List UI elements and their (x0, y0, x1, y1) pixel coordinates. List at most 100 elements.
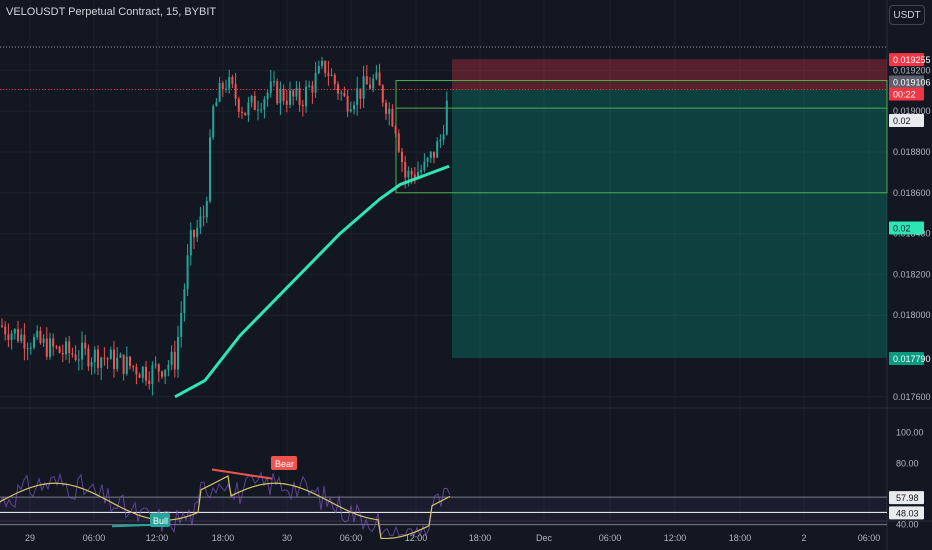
candle-body (122, 354, 125, 374)
candle-body (314, 73, 317, 93)
candle-body (106, 358, 109, 360)
price-tick-label: 0.017600 (893, 392, 931, 402)
candle-body (161, 371, 163, 377)
time-tick-label: 12:00 (146, 533, 169, 543)
candle-body (81, 342, 83, 360)
rsi-tick-label: 100.00 (896, 428, 924, 438)
target-zone (452, 89, 887, 359)
candle-body (36, 330, 39, 338)
bull-label: Bull (153, 516, 168, 526)
candle-body (228, 77, 231, 89)
candle-body (132, 365, 135, 368)
candle-body (359, 88, 362, 99)
price-tick-label: 0.018000 (893, 310, 931, 320)
candle-body (417, 172, 419, 179)
price-tick-label: 0.019000 (893, 106, 931, 116)
rsi-tick-label: 40.00 (896, 520, 919, 530)
candle-body (292, 90, 295, 97)
candle-body (426, 158, 429, 162)
price-tick-label: 0.018600 (893, 188, 931, 198)
price-label-bg (889, 75, 924, 89)
candle-body (177, 336, 179, 370)
candle-body (49, 338, 51, 357)
candle-body (58, 346, 61, 353)
candle-body (71, 352, 74, 355)
candle-body (119, 354, 122, 358)
candle-body (1, 325, 3, 327)
candle-body (237, 98, 240, 112)
price-label: 0.019106 (893, 78, 931, 88)
candle-body (138, 374, 141, 378)
candle-body (42, 338, 45, 343)
currency-button[interactable]: USDT (889, 5, 925, 25)
candle-body (26, 347, 29, 349)
candle-body (199, 216, 202, 228)
candle-body (279, 88, 282, 104)
price-label: 0.02 (893, 223, 911, 233)
candle-body (113, 349, 115, 370)
candle-body (61, 352, 64, 355)
candle-body (353, 104, 355, 110)
bear-divergence-line (211, 468, 273, 480)
candle-body (205, 201, 208, 218)
candle-body (209, 137, 211, 202)
price-label-bg (889, 352, 924, 366)
candle-body (260, 109, 263, 111)
candle-body (45, 338, 48, 357)
candle-body (74, 354, 77, 360)
candle-body (157, 364, 160, 372)
time-tick-label: 06:00 (858, 533, 881, 543)
candle-body (68, 341, 71, 353)
price-label: 0.017790 (893, 354, 931, 364)
candle-body (263, 99, 266, 110)
price-tick-label: 0.019200 (893, 65, 931, 75)
time-tick-label: 12:00 (405, 533, 428, 543)
bear-tag-bg (271, 456, 297, 470)
candle-body (321, 60, 323, 66)
candle-body (330, 74, 333, 76)
candle-body (180, 313, 183, 337)
candle-body (116, 357, 119, 370)
candle-body (317, 65, 320, 74)
candle-body (356, 88, 359, 105)
candle-body (225, 88, 227, 90)
rsi-label-bg (889, 506, 924, 520)
time-tick-label: Dec (536, 533, 553, 543)
candle-body (145, 366, 147, 381)
candle-body (148, 380, 151, 385)
candle-body (308, 85, 311, 87)
candle-body (218, 83, 221, 102)
candle-body (241, 111, 243, 113)
price-label-bg (889, 53, 924, 67)
candle-body (164, 369, 167, 377)
candle-body (129, 356, 131, 366)
candle-body (215, 101, 218, 107)
candle-body (340, 92, 343, 94)
stop-zone (452, 59, 887, 90)
candle-body (4, 326, 7, 335)
candle-body (391, 108, 394, 127)
rsi-label: 48.03 (896, 508, 919, 518)
candle-body (349, 109, 352, 112)
candle-body (365, 76, 368, 85)
candle-body (394, 126, 397, 134)
candle-body (346, 95, 349, 112)
candle-body (324, 60, 327, 73)
candle-body (404, 162, 407, 178)
candle-body (410, 170, 413, 175)
rsi-band-fill (0, 497, 887, 525)
price-label-bg (889, 87, 924, 101)
candle-body (420, 169, 423, 173)
candle-body (154, 364, 157, 366)
candle-body (173, 351, 176, 370)
rsi-label-bg (889, 491, 924, 505)
candle-body (378, 72, 381, 86)
candle-body (93, 349, 96, 363)
candle-body (103, 357, 106, 359)
candle-body (442, 134, 445, 140)
candle-body (193, 230, 195, 238)
candle-body (20, 334, 23, 342)
candle-body (10, 333, 13, 340)
candle-body (234, 83, 237, 99)
